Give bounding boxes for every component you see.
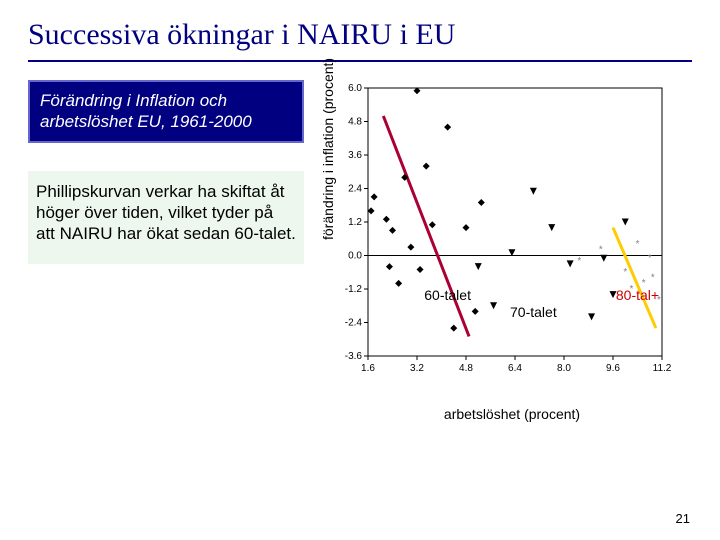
svg-text:3.2: 3.2 — [410, 363, 424, 374]
x-axis-label: arbetslöshet (procent) — [332, 406, 692, 422]
svg-text:11.2: 11.2 — [653, 363, 672, 374]
svg-text:6.0: 6.0 — [348, 83, 362, 94]
svg-text:-1.2: -1.2 — [345, 284, 363, 295]
svg-text:60-talet: 60-talet — [424, 287, 471, 303]
scatter-chart: förändring i inflation (procent) -3.6-2.… — [332, 80, 692, 400]
svg-text:70-talet: 70-talet — [510, 304, 557, 320]
svg-text:1.2: 1.2 — [348, 217, 362, 228]
body-text: Phillipskurvan verkar ha skiftat åt höge… — [28, 171, 304, 265]
svg-text:8.0: 8.0 — [557, 363, 571, 374]
svg-text:-2.4: -2.4 — [345, 318, 363, 329]
svg-text:2.4: 2.4 — [348, 184, 362, 195]
svg-text:1.6: 1.6 — [361, 363, 375, 374]
svg-text:*: * — [648, 253, 652, 264]
subtitle-box: Förändring i Inflation och arbetslöshet … — [28, 80, 304, 143]
page-number: 21 — [676, 511, 690, 526]
svg-text:*: * — [636, 239, 640, 250]
title-rule — [28, 60, 692, 62]
svg-text:4.8: 4.8 — [348, 117, 362, 128]
svg-text:*: * — [651, 273, 655, 284]
svg-text:3.6: 3.6 — [348, 150, 362, 161]
svg-text:*: * — [599, 245, 603, 256]
page-title: Successiva ökningar i NAIRU i EU — [28, 18, 692, 52]
svg-text:*: * — [577, 256, 581, 267]
svg-text:4.8: 4.8 — [459, 363, 473, 374]
y-axis-label: förändring i inflation (procent) — [320, 58, 336, 240]
svg-text:9.6: 9.6 — [606, 363, 620, 374]
svg-text:80-tal+: 80-tal+ — [616, 287, 659, 303]
chart-svg: -3.6 -2.4 -1.2 0.0 1.2 2.4 3.6 4.8 6.0 1.6 3.2 4.8 6… — [332, 80, 672, 380]
svg-text:0.0: 0.0 — [348, 251, 362, 262]
svg-text:-3.6: -3.6 — [345, 351, 363, 362]
svg-text:*: * — [623, 267, 627, 278]
svg-text:6.4: 6.4 — [508, 363, 522, 374]
